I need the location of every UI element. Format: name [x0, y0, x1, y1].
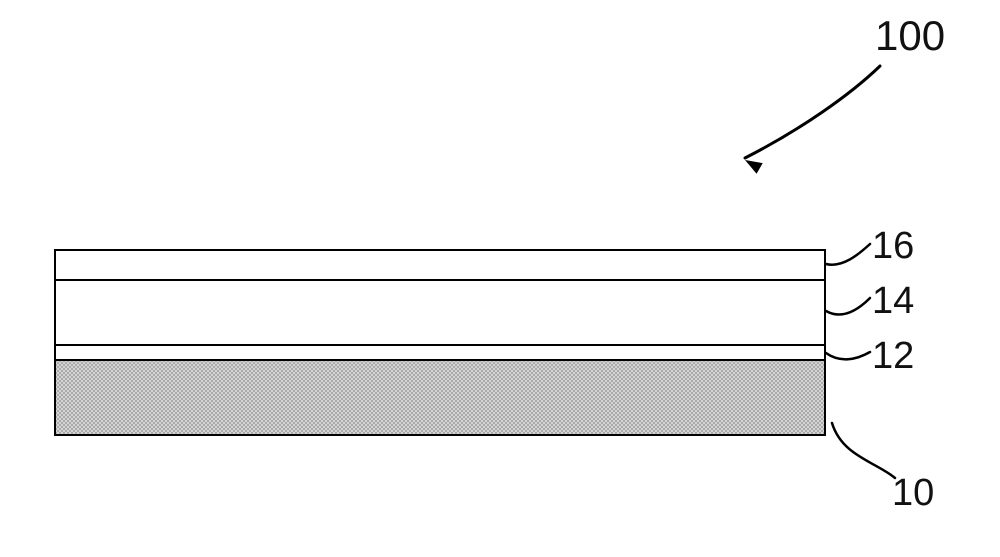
label-layer16: 16	[872, 225, 914, 268]
label-layer12: 12	[872, 335, 914, 378]
label-assembly: 100	[875, 12, 945, 60]
label-substrate: 10	[892, 472, 934, 515]
overlay	[0, 0, 1000, 557]
diagram-stage: 10 12 14 16 100	[0, 0, 1000, 557]
label-layer14: 14	[872, 280, 914, 323]
